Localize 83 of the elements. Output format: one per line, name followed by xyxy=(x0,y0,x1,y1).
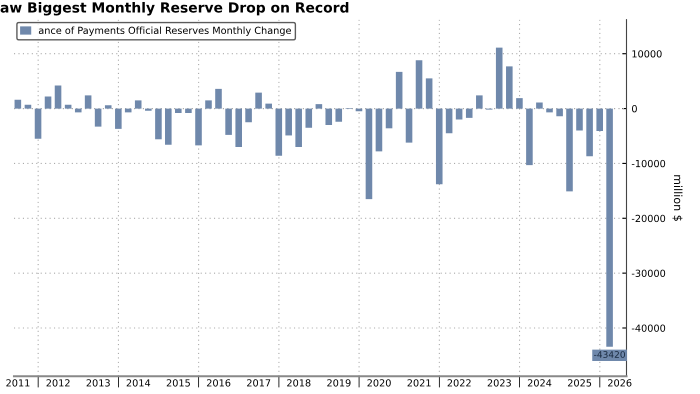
bar xyxy=(245,108,252,122)
bar xyxy=(175,108,182,113)
bar xyxy=(316,104,322,109)
bar xyxy=(205,100,212,109)
bar xyxy=(275,108,282,156)
data-label: -43420 xyxy=(594,351,625,358)
bar xyxy=(295,108,302,147)
bar xyxy=(94,108,102,127)
x-tick-label: 2024 xyxy=(528,379,552,387)
bar xyxy=(64,104,72,109)
bar xyxy=(185,108,192,113)
bar xyxy=(165,108,172,145)
bar xyxy=(456,108,462,120)
chart-title: aw Biggest Monthly Reserve Drop on Record xyxy=(0,2,348,16)
y-tick-label: 10000 xyxy=(632,50,662,58)
bar xyxy=(416,60,422,109)
y-tick-label: -40000 xyxy=(632,324,666,332)
bar xyxy=(586,108,593,156)
bar xyxy=(195,108,202,146)
legend-label: ance of Payments Official Reserves Monthly Change xyxy=(38,26,291,36)
bar xyxy=(124,108,132,112)
bar xyxy=(566,108,573,192)
y-axis-title: million $ xyxy=(672,175,682,221)
bar xyxy=(44,96,52,109)
x-tick-label: 2021 xyxy=(407,379,431,387)
bar xyxy=(356,108,362,112)
bar xyxy=(406,108,412,143)
x-tick-label: 2014 xyxy=(126,379,150,387)
x-tick-label: 2018 xyxy=(287,379,310,387)
bar xyxy=(376,108,382,152)
bar xyxy=(34,108,42,139)
bar xyxy=(446,108,452,134)
bar xyxy=(54,86,62,109)
y-tick-label: 0 xyxy=(632,105,637,112)
y-tick-label: -10000 xyxy=(632,160,666,168)
bar xyxy=(305,108,312,128)
x-tick-label: 2023 xyxy=(488,379,511,387)
bar xyxy=(466,108,473,118)
bar xyxy=(396,72,402,109)
bar xyxy=(285,108,292,136)
x-tick-label: 2016 xyxy=(206,379,230,387)
bar xyxy=(74,108,82,112)
bar xyxy=(265,104,272,109)
x-tick-label: 2022 xyxy=(448,379,471,387)
bar xyxy=(325,108,332,126)
bar xyxy=(134,100,142,109)
x-tick-label: 2012 xyxy=(46,379,70,387)
bar xyxy=(155,108,162,140)
y-tick-label: -30000 xyxy=(632,270,666,277)
bar xyxy=(215,88,222,109)
bar xyxy=(556,108,563,116)
x-tick-label: 2019 xyxy=(327,379,351,387)
bar xyxy=(536,102,543,109)
x-tick-label: 2015 xyxy=(166,379,190,387)
x-tick-label: 2013 xyxy=(86,379,110,387)
bar xyxy=(576,108,583,131)
bar xyxy=(115,108,122,129)
bar xyxy=(476,95,483,109)
bar xyxy=(426,78,432,109)
bar xyxy=(526,108,533,166)
bar xyxy=(255,92,262,109)
bar xyxy=(84,95,92,109)
bar xyxy=(386,108,392,128)
x-tick-label: 2025 xyxy=(568,379,592,387)
x-tick-label: 2020 xyxy=(367,379,391,387)
bar xyxy=(235,108,242,147)
y-tick-label: -20000 xyxy=(632,214,666,222)
x-tick-label: 2017 xyxy=(247,379,270,387)
bar xyxy=(546,108,553,112)
bar xyxy=(506,66,513,109)
bar xyxy=(335,108,342,122)
bar xyxy=(24,104,32,109)
bar xyxy=(14,100,22,109)
bar xyxy=(104,105,112,109)
x-tick-label: 2011 xyxy=(6,379,30,387)
x-tick-label: 2026 xyxy=(608,379,632,387)
bar xyxy=(516,98,523,109)
bar xyxy=(496,48,503,109)
bar xyxy=(366,108,372,200)
bar xyxy=(596,108,603,132)
bar xyxy=(436,108,443,184)
bar xyxy=(606,108,613,347)
bar xyxy=(225,108,232,135)
